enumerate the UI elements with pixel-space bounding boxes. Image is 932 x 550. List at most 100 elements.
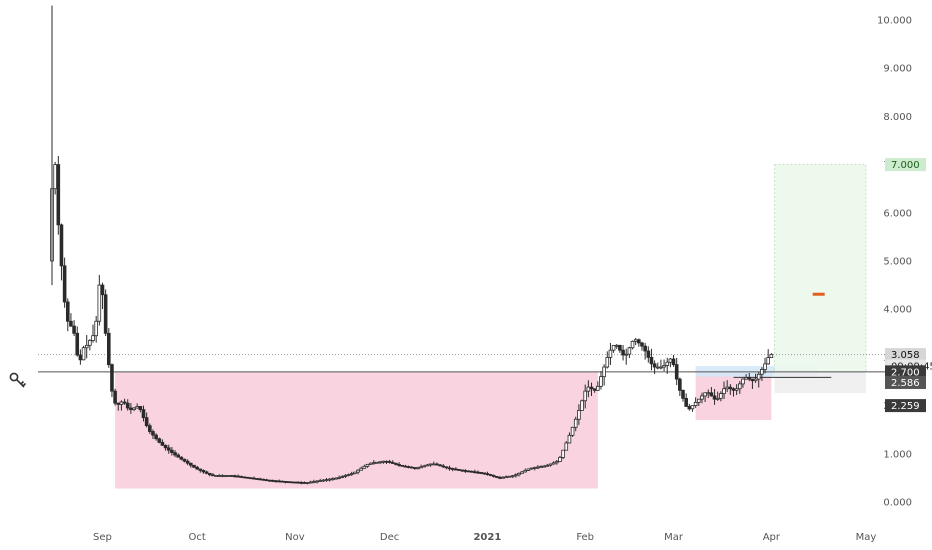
candle-body: [321, 479, 326, 482]
candle-body: [646, 350, 651, 358]
y-tick-label: 1.000: [883, 449, 912, 460]
candle-body: [665, 361, 670, 366]
candle-body: [113, 390, 117, 404]
candle-body: [381, 460, 386, 463]
candle-body: [217, 475, 222, 477]
candle-body: [690, 405, 695, 410]
x-tick-label: Mar: [664, 532, 684, 543]
candle-body: [65, 301, 70, 322]
candle-body: [681, 389, 685, 399]
candle-body: [507, 475, 512, 478]
x-tick-label: May: [856, 532, 877, 543]
candle-body: [312, 481, 316, 483]
y-tick-label: 4.000: [883, 305, 912, 316]
candle-body: [394, 463, 398, 465]
candle-body: [608, 349, 613, 358]
candle-body: [476, 471, 480, 474]
candle-body: [163, 444, 168, 449]
candle-body: [558, 457, 562, 463]
candle-body: [211, 474, 215, 477]
candle-body: [460, 469, 464, 472]
candle-body: [223, 475, 228, 477]
candle-body: [523, 470, 528, 473]
candle-body: [267, 479, 272, 482]
candle-body: [378, 461, 382, 464]
candle-body: [264, 479, 269, 482]
candle-body: [318, 480, 322, 482]
candle-body: [280, 480, 285, 483]
candle-body: [337, 477, 341, 479]
candle-body: [179, 456, 184, 460]
candle-body: [416, 467, 420, 470]
candle-body: [214, 475, 218, 477]
candle-body: [649, 356, 654, 365]
candle-body: [274, 480, 278, 483]
candle-body: [400, 464, 405, 467]
key-icon[interactable]: [9, 372, 27, 388]
zones-layer: [115, 164, 867, 489]
time-axis[interactable]: Sep Oct Nov Dec 2021 Feb Mar Apr May: [93, 532, 876, 543]
candle-body: [340, 476, 345, 478]
candle-body: [438, 464, 442, 467]
candle-body: [643, 345, 647, 352]
price-badge: [885, 158, 926, 172]
price-badge-label: 7.000: [891, 160, 920, 171]
candle-body: [586, 386, 591, 392]
candle-body: [630, 340, 635, 349]
candle-body: [715, 397, 720, 400]
candle-body: [510, 475, 515, 478]
candle-body: [296, 481, 300, 484]
candle-body: [674, 364, 679, 380]
candle-body: [640, 342, 644, 347]
candle-body: [760, 369, 764, 375]
candle-body: [103, 294, 108, 334]
candle-body: [614, 344, 619, 347]
x-tick-label: Apr: [763, 532, 781, 543]
candle-body: [618, 344, 622, 351]
candle-body: [116, 402, 121, 405]
candle-body: [144, 417, 149, 427]
candle-body: [450, 468, 455, 470]
candle-body: [122, 401, 127, 404]
candle-body: [277, 480, 281, 483]
candle-body: [435, 463, 439, 466]
candle-body: [425, 464, 430, 467]
candle-body: [135, 406, 139, 409]
candle-body: [444, 466, 449, 469]
candle-body: [365, 464, 370, 467]
candle-body: [750, 378, 755, 382]
candle-body: [132, 407, 136, 411]
candle-body: [731, 388, 736, 391]
candle-body: [498, 477, 502, 479]
candle-body: [283, 480, 288, 483]
candle-body: [148, 425, 152, 432]
candle-body: [719, 393, 723, 399]
candle-body: [555, 461, 559, 464]
candle-body: [327, 478, 332, 481]
candle-body: [693, 401, 698, 406]
candle-body: [766, 357, 770, 365]
candle-body: [330, 478, 335, 481]
candle-body: [138, 406, 143, 411]
candle-body: [431, 463, 436, 466]
candle-body: [488, 474, 493, 476]
candle-body: [97, 284, 102, 322]
candle-body: [655, 366, 660, 369]
candle-body: [728, 386, 733, 390]
candle-body: [428, 463, 433, 466]
price-axis[interactable]: 0.0001.0002.0003.0004.0005.0006.0007.000…: [877, 16, 912, 509]
candle-body: [596, 385, 600, 391]
candle-body: [372, 462, 376, 465]
candle-body: [769, 354, 774, 359]
candle-body: [722, 388, 726, 394]
candle-body: [542, 465, 546, 468]
candle-body: [220, 475, 225, 477]
candle-body: [100, 284, 105, 296]
candle-body: [286, 481, 291, 484]
price-badge: [885, 375, 926, 389]
candle-body: [239, 476, 244, 478]
y-tick-label: 9.000: [883, 64, 912, 75]
candle-body: [160, 441, 165, 446]
